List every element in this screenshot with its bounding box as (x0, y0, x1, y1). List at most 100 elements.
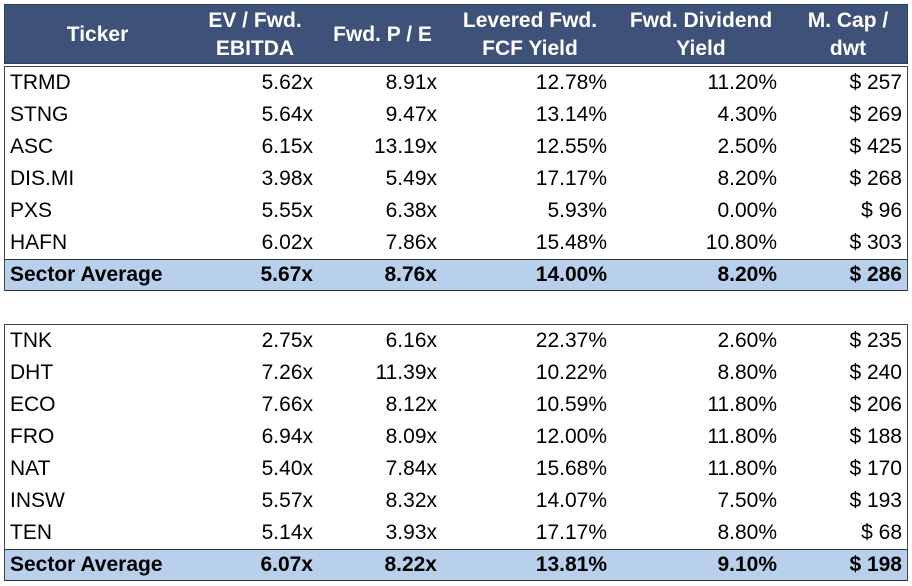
fwd-pe-cell: 8.91x (385, 71, 437, 94)
dividend-yield-cell: 11.80% (707, 425, 777, 448)
fcf-yield-cell: 13.14% (535, 103, 607, 126)
ev-ebitda-cell: 7.66x (261, 393, 313, 416)
mcap-dwt-cell: $ 268 (849, 167, 902, 190)
fcf-yield-cell: 15.48% (535, 231, 607, 254)
dividend-yield-cell: 8.20% (717, 167, 777, 190)
ev-ebitda-cell: 2.75x (261, 329, 313, 352)
ev-ebitda-cell: 5.57x (261, 489, 313, 512)
dividend-yield-cell: 10.80% (705, 231, 777, 254)
mcap-dwt-cell: $ 96 (861, 199, 902, 222)
mcap-dwt-cell: $ 206 (849, 393, 902, 416)
header-div-line1: Fwd. Dividend (629, 9, 773, 32)
fcf-yield-cell: 12.00% (535, 425, 607, 448)
table-row: FRO 6.94x 8.09x 12.00% 11.80% $ 188 (5, 421, 907, 453)
table-row: TNK 2.75x 6.16x 22.37% 2.60% $ 235 (5, 325, 907, 357)
ticker-cell: FRO (10, 425, 55, 448)
header-fcf-line1: Levered Fwd. (462, 9, 598, 32)
ev-ebitda-cell: 5.67x (260, 263, 313, 286)
fcf-yield-cell: 10.22% (535, 361, 607, 384)
fwd-pe-cell: 6.38x (385, 199, 437, 222)
ev-ebitda-cell: 5.14x (261, 521, 313, 544)
header-ticker: Ticker (5, 5, 190, 65)
mcap-dwt-cell: $ 286 (849, 263, 902, 286)
fcf-yield-cell: 17.17% (535, 167, 607, 190)
table-row: TEN 5.14x 3.93x 17.17% 8.80% $ 68 (5, 517, 907, 549)
mcap-dwt-cell: $ 170 (849, 457, 902, 480)
table-row: STNG 5.64x 9.47x 13.14% 4.30% $ 269 (5, 99, 907, 131)
ticker-cell: DHT (10, 361, 54, 384)
mcap-dwt-cell: $ 240 (849, 361, 902, 384)
ev-ebitda-cell: 5.62x (261, 71, 313, 94)
fcf-yield-cell: 14.00% (535, 263, 607, 286)
mcap-dwt-cell: $ 257 (849, 71, 902, 94)
dividend-yield-cell: 8.80% (717, 361, 777, 384)
ticker-cell: ASC (10, 135, 54, 158)
dividend-yield-cell: 8.20% (717, 263, 777, 286)
dividend-yield-cell: 8.80% (717, 521, 777, 544)
ticker-cell: TNK (10, 329, 52, 352)
sector-average-label: Sector Average (10, 263, 163, 286)
header-pe-label: Fwd. P / E (333, 23, 432, 46)
fwd-pe-cell: 7.86x (385, 231, 437, 254)
dividend-yield-cell: 2.60% (717, 329, 777, 352)
dividend-yield-cell: 0.00% (717, 199, 777, 222)
header-mcap-line2: dwt (829, 37, 867, 60)
fwd-pe-cell: 9.47x (385, 103, 437, 126)
mcap-dwt-cell: $ 425 (849, 135, 902, 158)
dividend-yield-cell: 7.50% (717, 489, 777, 512)
dividend-yield-cell: 2.50% (717, 135, 777, 158)
mcap-dwt-cell: $ 303 (849, 231, 902, 254)
ticker-cell: INSW (10, 489, 65, 512)
table-row: NAT 5.40x 7.84x 15.68% 11.80% $ 170 (5, 453, 907, 485)
ev-ebitda-cell: 6.07x (260, 553, 313, 576)
ticker-cell: NAT (10, 457, 51, 480)
header-ev-ebitda: EV / Fwd. EBITDA (190, 5, 320, 65)
mcap-dwt-cell: $ 193 (849, 489, 902, 512)
sector-average-row: Sector Average 5.67x 8.76x 14.00% 8.20% $ 286 (5, 259, 907, 291)
ticker-cell: TRMD (10, 71, 71, 94)
fwd-pe-cell: 8.09x (385, 425, 437, 448)
header-dividend-yield: Fwd. Dividend Yield (615, 5, 787, 65)
fwd-pe-cell: 8.76x (384, 263, 437, 286)
header-fcf-yield: Levered Fwd. FCF Yield (445, 5, 615, 65)
dividend-yield-cell: 11.20% (707, 71, 777, 94)
fwd-pe-cell: 3.93x (385, 521, 437, 544)
ticker-cell: PXS (10, 199, 53, 222)
ticker-cell: DIS.MI (10, 167, 75, 190)
header-fcf-line2: FCF Yield (482, 37, 578, 60)
fwd-pe-cell: 8.12x (385, 393, 437, 416)
header-mcap-line1: M. Cap / (807, 9, 889, 32)
fwd-pe-cell: 13.19x (373, 135, 437, 158)
mcap-dwt-cell: $ 235 (849, 329, 902, 352)
fcf-yield-cell: 10.59% (535, 393, 607, 416)
table-group-2: TNK 2.75x 6.16x 22.37% 2.60% $ 235 DHT 7.26x 11.… (4, 324, 908, 581)
mcap-dwt-cell: $ 198 (849, 553, 902, 576)
dividend-yield-cell: 9.10% (717, 553, 777, 576)
ev-ebitda-cell: 6.94x (261, 425, 313, 448)
ev-ebitda-cell: 5.40x (261, 457, 313, 480)
fwd-pe-cell: 6.16x (385, 329, 437, 352)
ticker-cell: HAFN (10, 231, 68, 254)
sector-average-row: Sector Average 6.07x 8.22x 13.81% 9.10% $ 198 (5, 549, 907, 581)
table-row: DIS.MI 3.98x 5.49x 17.17% 8.20% $ 268 (5, 163, 907, 195)
mcap-dwt-cell: $ 68 (861, 521, 902, 544)
header-ticker-label: Ticker (66, 23, 129, 46)
table-row: ASC 6.15x 13.19x 12.55% 2.50% $ 425 (5, 131, 907, 163)
ev-ebitda-cell: 6.02x (261, 231, 313, 254)
ev-ebitda-cell: 7.26x (261, 361, 313, 384)
dividend-yield-cell: 11.80% (707, 393, 777, 416)
fcf-yield-cell: 17.17% (535, 521, 607, 544)
ev-ebitda-cell: 3.98x (261, 167, 313, 190)
table-row: PXS 5.55x 6.38x 5.93% 0.00% $ 96 (5, 195, 907, 227)
fwd-pe-cell: 11.39x (375, 361, 438, 384)
fwd-pe-cell: 5.49x (385, 167, 437, 190)
fcf-yield-cell: 12.78% (535, 71, 607, 94)
fwd-pe-cell: 8.32x (385, 489, 437, 512)
header-ev-line1: EV / Fwd. (208, 9, 302, 32)
dividend-yield-cell: 4.30% (717, 103, 777, 126)
table-row: ECO 7.66x 8.12x 10.59% 11.80% $ 206 (5, 389, 907, 421)
table-row: HAFN 6.02x 7.86x 15.48% 10.80% $ 303 (5, 227, 907, 259)
fcf-yield-cell: 5.93% (547, 199, 607, 222)
dividend-yield-cell: 11.80% (707, 457, 777, 480)
header-mcap-dwt: M. Cap / dwt (787, 5, 909, 65)
